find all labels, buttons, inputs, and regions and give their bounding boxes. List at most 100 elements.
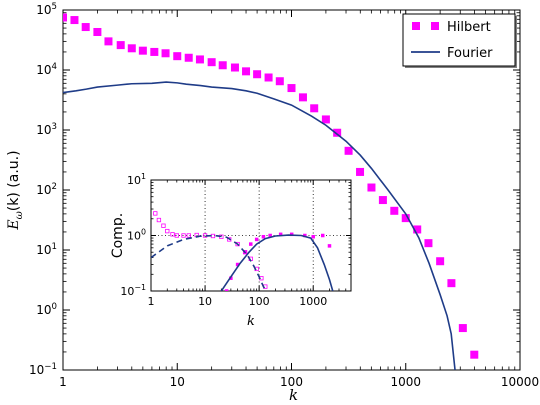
inset-series-1-point-5 xyxy=(254,237,259,242)
main-ytick-label-6: 105 xyxy=(36,2,57,17)
main-ytick-exp-2: 1 xyxy=(52,242,58,252)
inset-series-1-point-7 xyxy=(268,233,272,238)
main-series-0-point-16 xyxy=(242,67,251,76)
inset-series-1-point-8 xyxy=(278,232,283,237)
main-xtick-label-2: 100 xyxy=(280,375,303,389)
main-xtick-label-4: 10000 xyxy=(501,375,539,389)
inset-series-2 xyxy=(151,234,267,291)
inset-xlabel: k xyxy=(247,314,255,329)
main-series-0-point-12 xyxy=(195,55,204,64)
main-ytick-base-6: 10 xyxy=(36,3,51,17)
main-series-0-point-32 xyxy=(424,239,433,248)
main-series-0-point-17 xyxy=(253,70,262,79)
main-ylabel-main: E xyxy=(6,219,22,230)
main-ytick-label-2: 101 xyxy=(36,242,57,257)
main-series-0-point-23 xyxy=(321,115,330,124)
inset-series-3 xyxy=(220,234,334,291)
inset-series-1-point-0 xyxy=(224,289,229,291)
main-xlabel: k xyxy=(289,386,298,404)
main-ytick-label-5: 104 xyxy=(36,62,57,77)
inset-xtick-label-0: 1 xyxy=(148,295,155,308)
main-ytick-label-1: 100 xyxy=(36,302,57,317)
main-series-0-point-33 xyxy=(436,257,445,266)
main-series-0-point-20 xyxy=(287,84,296,93)
main-ylabel-sub: ω xyxy=(14,211,25,219)
main-series-0-point-18 xyxy=(264,73,273,82)
main-xtick-label-1: 10 xyxy=(170,375,185,389)
legend-hilbert-marker-2 xyxy=(431,22,439,30)
inset-ytick-base-2: 10 xyxy=(127,174,141,187)
main-series-0-point-26 xyxy=(356,167,365,176)
inset-series-0-point-3 xyxy=(165,228,170,234)
inset-ytick-label-1: 100 xyxy=(127,227,146,242)
inset-series-1-point-13 xyxy=(327,244,332,248)
main-ylabel: Eω(k) (a.u.) xyxy=(6,150,25,230)
main-series-0-point-21 xyxy=(298,93,307,102)
inset-xtick-label-3: 1000 xyxy=(299,295,327,308)
inset-series-1-point-4 xyxy=(249,242,253,246)
main-series-0-point-24 xyxy=(333,128,342,137)
main-series-0-point-25 xyxy=(344,146,353,155)
main-ytick-exp-3: 2 xyxy=(52,182,58,192)
inset-ytick-label-2: 101 xyxy=(127,172,146,187)
main-ylabel-rest: (k) (a.u.) xyxy=(6,150,22,211)
main-xtick-label-0: 1 xyxy=(59,375,67,389)
main-series-0-point-36 xyxy=(470,350,479,359)
main-ytick-base-1: 10 xyxy=(36,303,51,317)
main-series-0-point-4 xyxy=(104,37,113,46)
inset-series-1-point-11 xyxy=(311,234,315,239)
main-series-0-point-28 xyxy=(378,196,387,205)
inset-series-0-point-2 xyxy=(161,223,166,228)
inset-series-1-point-6 xyxy=(261,234,266,239)
main-ytick-exp-1: 0 xyxy=(52,302,58,312)
inset-series-0-point-5 xyxy=(174,233,179,238)
main-ytick-exp-6: 5 xyxy=(52,2,58,12)
inset-series-0-point-6 xyxy=(181,233,186,238)
legend-hilbert-marker-1 xyxy=(412,22,420,30)
main-series-0 xyxy=(63,13,479,359)
inset-series-3-line xyxy=(220,234,334,291)
main-series-0-point-7 xyxy=(138,46,147,55)
main-ytick-exp-0: −1 xyxy=(44,362,57,372)
inset-series-1-point-10 xyxy=(303,233,307,238)
main-series-0-point-3 xyxy=(93,27,102,36)
main-ytick-exp-4: 3 xyxy=(52,122,58,132)
main-series-1 xyxy=(63,81,456,370)
main-series-0-point-30 xyxy=(401,214,410,223)
main-series-0-point-31 xyxy=(413,225,422,234)
inset-series-1-point-9 xyxy=(289,232,294,237)
inset-series-0-point-1 xyxy=(156,217,162,223)
main-series-0-point-9 xyxy=(161,49,170,58)
main-series-0-point-29 xyxy=(390,206,399,215)
main-xtick-label-3: 1000 xyxy=(390,375,421,389)
main-series-0-point-10 xyxy=(173,52,182,61)
main-series-0-point-34 xyxy=(447,279,456,288)
main-ytick-base-5: 10 xyxy=(36,63,51,77)
inset-xtick-label-1: 10 xyxy=(198,295,212,308)
legend-fourier-label: Fourier xyxy=(447,46,493,61)
legend-box xyxy=(402,13,516,67)
main-ytick-label-4: 103 xyxy=(36,122,57,137)
main-series-0-point-2 xyxy=(81,23,90,32)
main-ytick-label-3: 102 xyxy=(36,182,57,197)
inset-series-0-point-4 xyxy=(170,232,175,237)
inset-ytick-base-0: 10 xyxy=(120,285,134,298)
main-ytick-base-4: 10 xyxy=(36,123,51,137)
main-series-0-point-11 xyxy=(184,53,193,62)
inset-series-2-line xyxy=(151,234,267,291)
main-series-0-point-5 xyxy=(116,41,125,50)
inset-ytick-exp-0: −1 xyxy=(134,283,146,292)
inset-series-1-point-12 xyxy=(320,233,325,238)
main-ytick-base-3: 10 xyxy=(36,183,51,197)
legend: Hilbert Fourier xyxy=(402,13,517,68)
main-series-0-point-19 xyxy=(275,77,284,86)
main-series-0-point-6 xyxy=(127,44,136,53)
inset-ytick-exp-2: 1 xyxy=(141,172,146,181)
inset-ylabel: Comp. xyxy=(110,213,126,258)
main-series-0-point-8 xyxy=(150,47,159,56)
inset-frame xyxy=(150,179,352,292)
main-series-0-point-35 xyxy=(458,324,467,333)
